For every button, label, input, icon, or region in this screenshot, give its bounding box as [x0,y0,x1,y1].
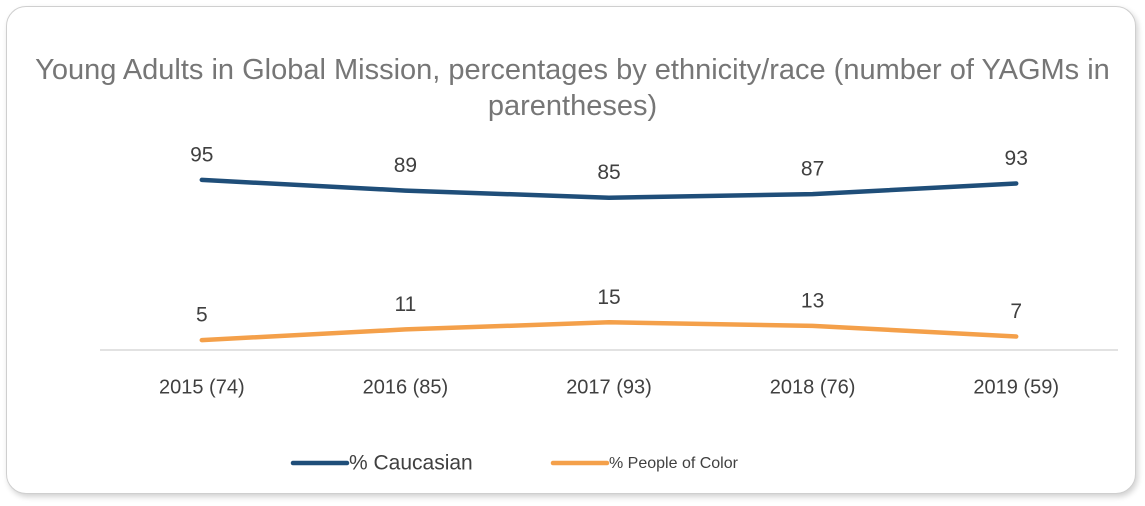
data-label: 13 [801,289,824,312]
legend-label: % People of Color [609,455,739,472]
data-label: 89 [394,154,417,177]
x-tick-label: 2017 (93) [566,376,652,398]
data-label: 93 [1005,147,1028,170]
data-label: 15 [597,286,620,309]
x-tick-label: 2019 (59) [973,376,1059,398]
data-label: 5 [196,304,208,327]
legend-label: % Caucasian [349,452,473,475]
series-line [199,320,1019,343]
data-label: 11 [394,293,416,316]
chart-card [6,6,1136,494]
x-tick-label: 2018 (76) [770,376,856,398]
data-label: 87 [801,158,824,181]
x-tick-label: 2016 (85) [363,376,449,398]
x-tick-label: 2015 (74) [159,376,245,398]
series-line [199,177,1019,200]
data-label: 7 [1010,300,1022,323]
chart-title: Young Adults in Global Mission, percenta… [35,54,1110,122]
data-label: 85 [597,161,620,184]
data-label: 95 [190,143,213,166]
